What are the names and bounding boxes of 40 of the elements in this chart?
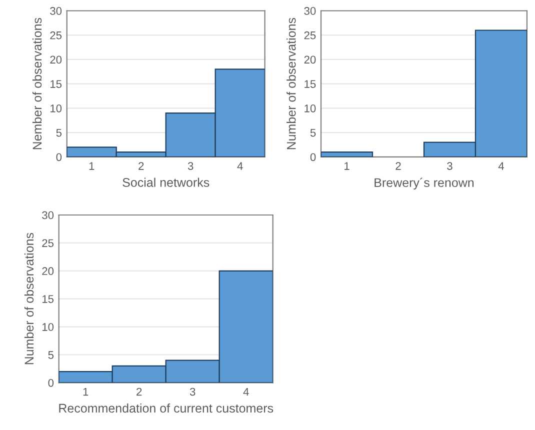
y-tick-label: 15: [42, 295, 54, 303]
x-tick-label: 4: [237, 162, 243, 170]
y-tick-label: 5: [56, 128, 62, 137]
x-tick-label: 1: [89, 162, 94, 170]
x-tick-label: 3: [447, 162, 452, 170]
y-axis-title: Nember of observations: [32, 18, 42, 150]
y-tick-label: 0: [56, 153, 62, 162]
x-axis-title: Recommendation of current customers: [59, 403, 274, 413]
y-tick-label: 10: [50, 104, 62, 112]
x-tick-label: 2: [136, 388, 142, 396]
y-tick-label: 20: [42, 267, 54, 276]
y-tick-label: 15: [304, 80, 316, 88]
bar: [321, 152, 374, 157]
y-tick-label: 25: [50, 31, 62, 40]
y-axis-title: Number of observations: [286, 18, 296, 150]
x-axis-title: Brewery´s renown: [374, 178, 474, 190]
y-tick-label: 0: [48, 378, 54, 387]
x-tick-label: 1: [83, 388, 88, 396]
x-tick-label: 1: [344, 162, 350, 170]
x-tick-label: 4: [243, 388, 249, 396]
y-tick-label: 30: [304, 7, 316, 15]
y-tick-label: 30: [42, 211, 54, 220]
y-tick-label: 10: [42, 323, 54, 331]
x-tick-label: 2: [138, 162, 144, 170]
y-tick-label: 20: [50, 56, 62, 64]
y-tick-label: 5: [310, 128, 316, 137]
y-tick-label: 5: [48, 351, 54, 359]
x-tick-label: 3: [188, 162, 194, 170]
y-tick-label: 10: [304, 104, 316, 112]
y-axis-title: Number of observations: [24, 232, 34, 364]
x-tick-label: 3: [190, 388, 196, 396]
y-tick-label: 30: [50, 7, 62, 15]
y-tick-label: 0: [310, 153, 316, 162]
x-tick-label: 4: [498, 162, 504, 170]
x-tick-label: 2: [396, 162, 401, 170]
y-tick-label: 15: [50, 80, 62, 88]
y-tick-label: 25: [304, 31, 316, 40]
y-tick-label: 25: [42, 239, 54, 248]
x-axis-title: Social networks: [122, 178, 210, 187]
y-tick-label: 20: [304, 56, 316, 64]
